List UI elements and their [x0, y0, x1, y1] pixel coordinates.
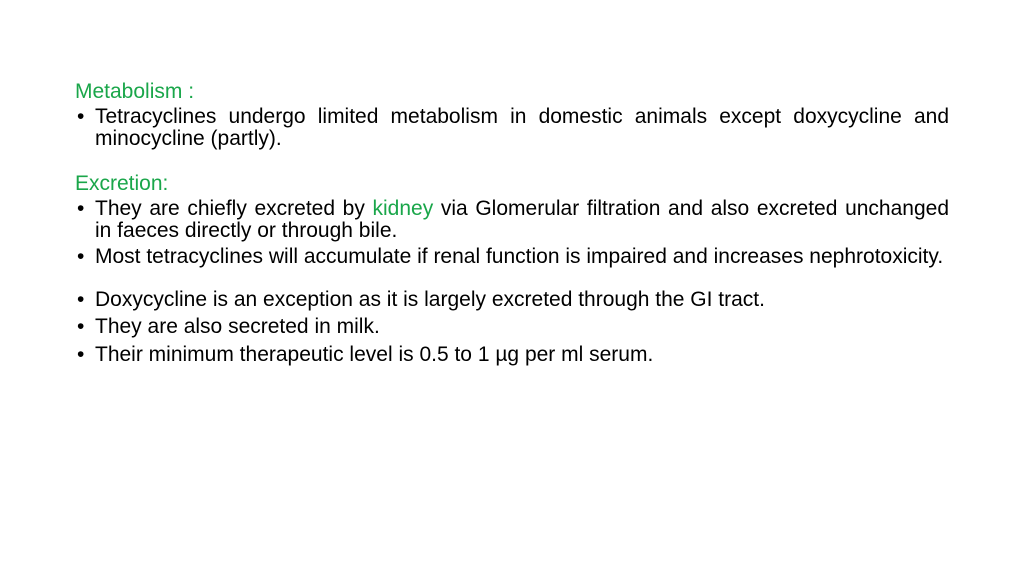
list-item: They are chiefly excreted by kidney via … — [75, 198, 949, 242]
list-item: Doxycycline is an exception as it is lar… — [75, 289, 949, 311]
section-heading-excretion: Excretion: — [75, 172, 949, 196]
text-fragment: They are chiefly excreted by — [95, 197, 373, 220]
list-item: Tetracyclines undergo limited metabolism… — [75, 106, 949, 150]
highlighted-word-kidney: kidney — [373, 197, 434, 220]
bullet-list-excretion: They are chiefly excreted by kidney via … — [75, 198, 949, 366]
list-item: Most tetracyclines will accumulate if re… — [75, 246, 949, 268]
section-heading-metabolism: Metabolism : — [75, 80, 949, 104]
list-item: They are also secreted in milk. — [75, 315, 949, 339]
list-item: Their minimum therapeutic level is 0.5 t… — [75, 343, 949, 367]
bullet-list-metabolism: Tetracyclines undergo limited metabolism… — [75, 106, 949, 150]
